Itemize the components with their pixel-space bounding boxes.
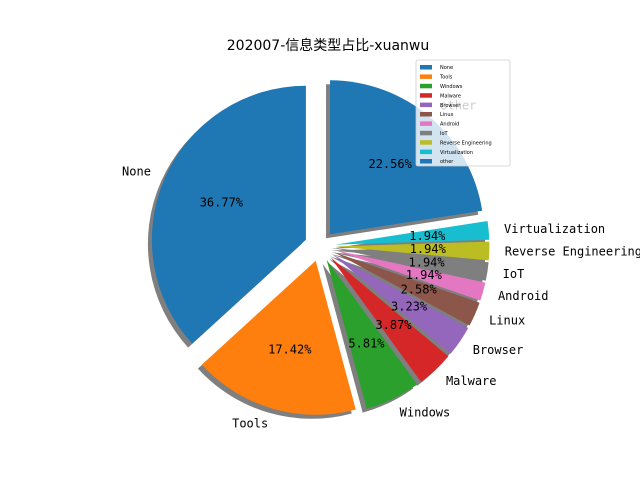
legend-swatch-iot — [420, 130, 432, 136]
slice-percent-windows: 5.81% — [348, 336, 385, 350]
slice-reverse-engineering — [335, 241, 490, 261]
legend: None Tools Windows Malware Browser Linux Andro… — [415, 59, 511, 167]
slice-percent-other: 22.56% — [368, 157, 412, 171]
slice-windows — [326, 259, 418, 409]
legend-swatch-malware — [420, 93, 432, 98]
legend-swatch-browser — [420, 102, 432, 108]
legend-label-reverse-engineering: Reverse Engineering — [440, 140, 492, 146]
slice-browser — [332, 254, 469, 354]
slice-percent-iot: 1.94% — [409, 255, 446, 269]
slice-linux — [334, 252, 480, 326]
legend-label-other: other — [440, 159, 454, 165]
slice-percent-malware: 3.87% — [375, 318, 412, 332]
slice-iot — [335, 248, 489, 281]
legend-label-virtualization: Virtualization — [440, 150, 473, 156]
slice-percent-virtualization: 1.94% — [409, 229, 446, 243]
legend-swatch-windows — [420, 83, 432, 89]
legend-label-android: Android — [440, 122, 459, 128]
slice-none — [151, 85, 306, 344]
legend-swatch-virtualization — [420, 149, 432, 155]
legend-swatch-other — [420, 159, 432, 164]
slice-label-linux: Linux — [489, 314, 525, 328]
legend-label-windows: Windows — [440, 84, 463, 90]
legend-swatch-linux — [420, 112, 432, 117]
slice-label-virtualization: Virtualization — [504, 222, 605, 236]
slice-label-iot: IoT — [503, 267, 525, 281]
legend-frame — [415, 59, 511, 167]
slice-label-android: Android — [498, 289, 549, 303]
legend-swatch-android — [420, 121, 432, 126]
legend-label-none: None — [440, 65, 453, 71]
legend-label-tools: Tools — [439, 75, 453, 81]
slice-label-none: None — [122, 164, 151, 178]
legend-label-malware: Malware — [440, 93, 461, 99]
slice-label-windows: Windows — [400, 406, 451, 420]
slice-percent-none: 36.77% — [200, 195, 244, 209]
slice-label-malware: Malware — [446, 374, 497, 388]
slice-tools — [201, 260, 356, 415]
slice-virtualization — [335, 221, 490, 245]
slice-label-tools: Tools — [232, 416, 268, 430]
slice-percent-browser: 3.23% — [391, 300, 428, 314]
legend-swatch-reverse-engineering — [420, 140, 432, 145]
legend-label-iot: IoT — [440, 131, 449, 137]
slice-percent-reverse-engineering: 1.94% — [410, 242, 447, 256]
chart-title: 202007-信息类型占比-xuanwu — [227, 37, 429, 54]
legend-label-browser: Browser — [440, 103, 461, 109]
slice-other — [330, 80, 483, 235]
legend-label-linux: Linux — [440, 112, 454, 118]
slice-percent-tools: 17.42% — [268, 342, 312, 356]
slice-malware — [330, 257, 449, 382]
legend-swatch-none — [420, 65, 432, 70]
slice-layer — [151, 80, 490, 415]
slice-android — [334, 250, 486, 301]
legend-swatch-tools — [420, 74, 432, 79]
slice-percent-android: 1.94% — [406, 268, 443, 282]
slice-label-browser: Browser — [473, 343, 524, 357]
slice-label-reverse-engineering: Reverse Engineering — [505, 244, 640, 258]
slice-percent-linux: 2.58% — [401, 282, 438, 296]
